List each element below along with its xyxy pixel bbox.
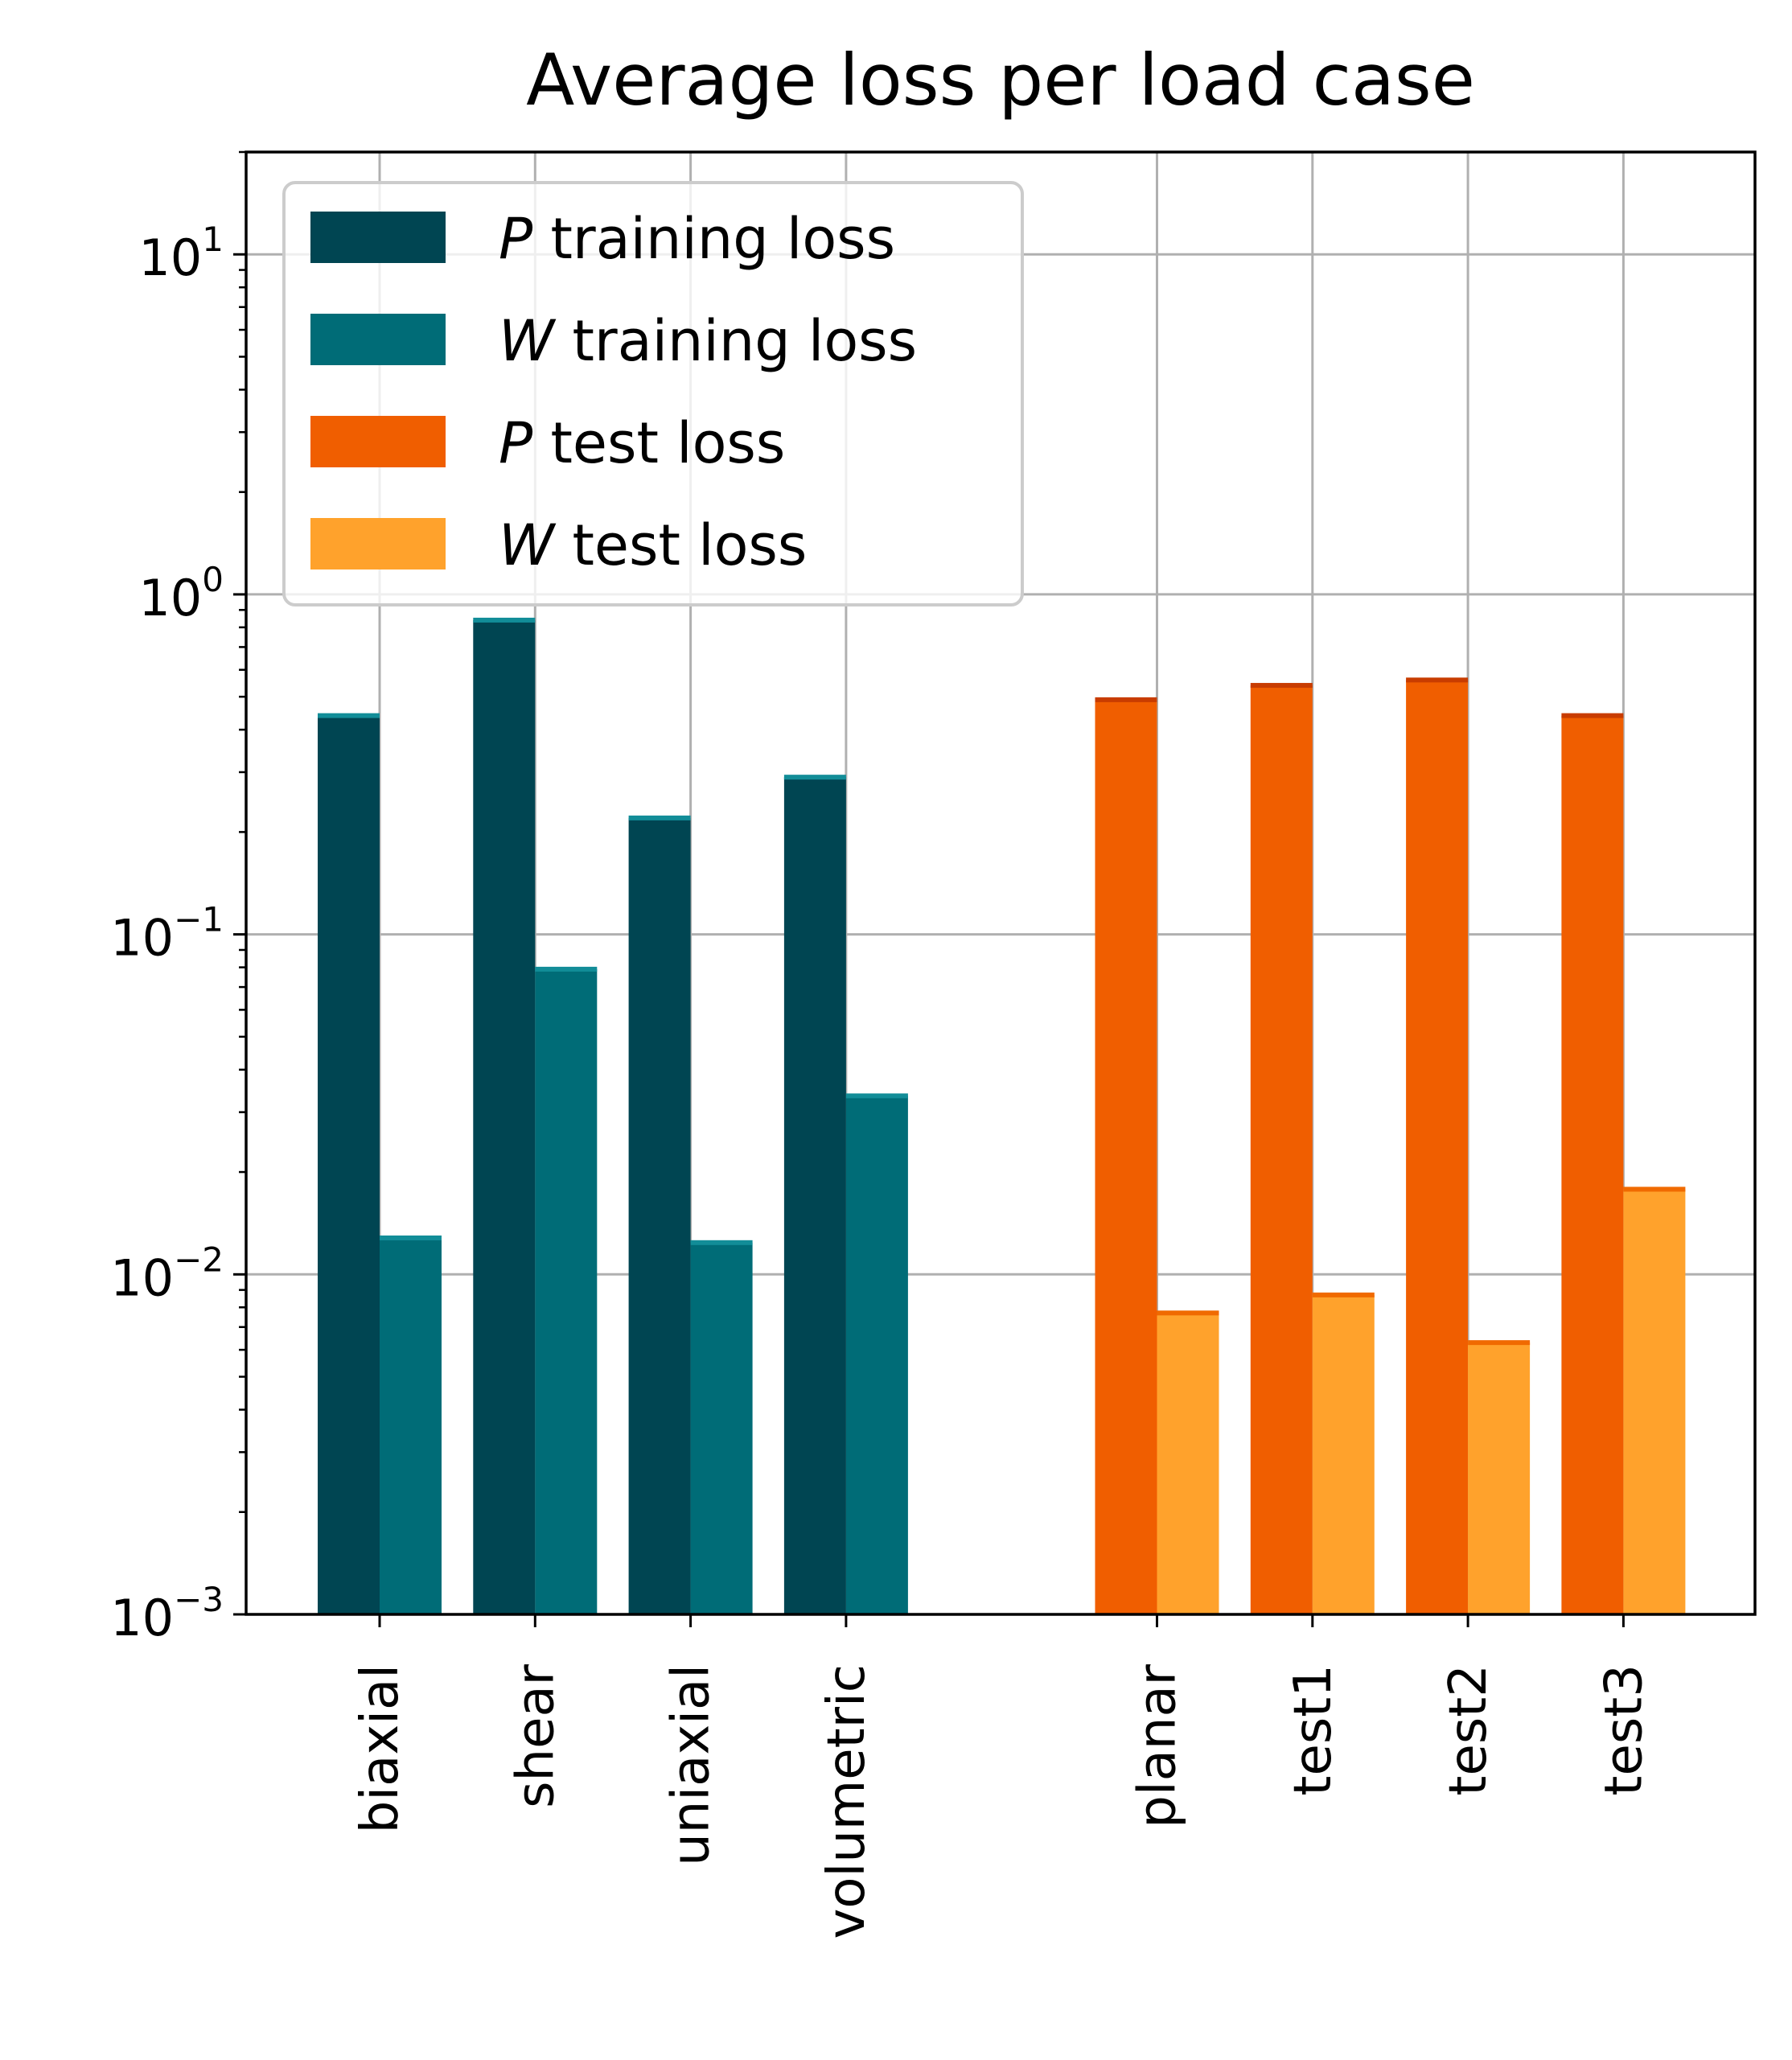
bar-cap [380, 1235, 442, 1240]
plot-frame [245, 150, 1757, 1616]
x-tick-label-volumetric: volumetric [817, 1664, 877, 1939]
x-axis-ticks: biaxial shear uniaxial volumetric planar test… [351, 1614, 1654, 1939]
bar-test2-P-test [1406, 680, 1469, 1615]
bar-cap [1406, 677, 1469, 683]
bar-test3-W-test [1623, 1189, 1686, 1614]
legend-swatch [310, 518, 446, 569]
legend-swatch [310, 314, 446, 365]
bar-cap [1157, 1310, 1219, 1316]
legend-label: W training loss [499, 308, 917, 374]
bar-volumetric-W-training [845, 1096, 908, 1614]
legend-swatch [310, 212, 446, 263]
bar-marks [318, 617, 1686, 1615]
legend-box [282, 181, 1024, 606]
y-tick-label: 100 [138, 560, 224, 627]
x-tick-label-biaxial: biaxial [351, 1664, 410, 1833]
bar-uniaxial-W-training [690, 1242, 753, 1614]
y-axis-ticks: 10−3 10−2 10−1 100 101 [110, 220, 246, 1647]
y-tick-label: 10−1 [110, 900, 224, 968]
chart-title: Average loss per load case [526, 39, 1475, 121]
legend: P training loss W training loss P test los… [282, 181, 1024, 606]
bar-shear-W-training [535, 968, 598, 1614]
bar-cap [690, 1240, 753, 1245]
bar-cap [1623, 1186, 1686, 1192]
bar-cap [1095, 697, 1157, 702]
bar-biaxial-W-training [380, 1237, 442, 1614]
legend-swatch [310, 416, 446, 467]
y-tick-label: 10−3 [110, 1580, 224, 1647]
y-tick-label: 101 [138, 220, 224, 287]
bar-biaxial-P-training [318, 715, 380, 1615]
bar-uniaxial-P-training [628, 817, 691, 1614]
bar-cap [845, 1093, 908, 1099]
bar-planar-W-test [1157, 1313, 1219, 1614]
bar-cap [473, 617, 536, 623]
legend-label: P test loss [499, 410, 785, 476]
bar-test1-W-test [1312, 1294, 1375, 1614]
legend-label: W test loss [499, 512, 807, 578]
bar-cap [1312, 1292, 1375, 1297]
y-tick-label: 10−2 [110, 1240, 224, 1307]
bar-planar-P-test [1095, 699, 1157, 1614]
bar-test3-P-test [1561, 715, 1624, 1615]
bar-shear-P-training [473, 619, 536, 1614]
bar-cap [1250, 683, 1313, 689]
bar-cap [318, 713, 380, 718]
legend-label: P training loss [499, 206, 895, 272]
bar-cap [535, 966, 598, 972]
bar-cap [1468, 1340, 1531, 1346]
bar-test2-W-test [1468, 1342, 1531, 1614]
x-tick-label-uniaxial: uniaxial [662, 1664, 721, 1866]
bar-volumetric-P-training [783, 777, 846, 1614]
bar-cap [628, 815, 691, 820]
x-tick-label-test3: test3 [1594, 1664, 1654, 1796]
x-tick-label-test2: test2 [1439, 1664, 1498, 1796]
bar-cap [1561, 713, 1624, 718]
bar-test1-P-test [1250, 685, 1313, 1615]
x-tick-label-shear: shear [506, 1663, 565, 1808]
x-tick-label-test1: test1 [1284, 1664, 1343, 1796]
bar-cap [783, 775, 846, 780]
x-tick-label-planar: planar [1128, 1663, 1188, 1828]
